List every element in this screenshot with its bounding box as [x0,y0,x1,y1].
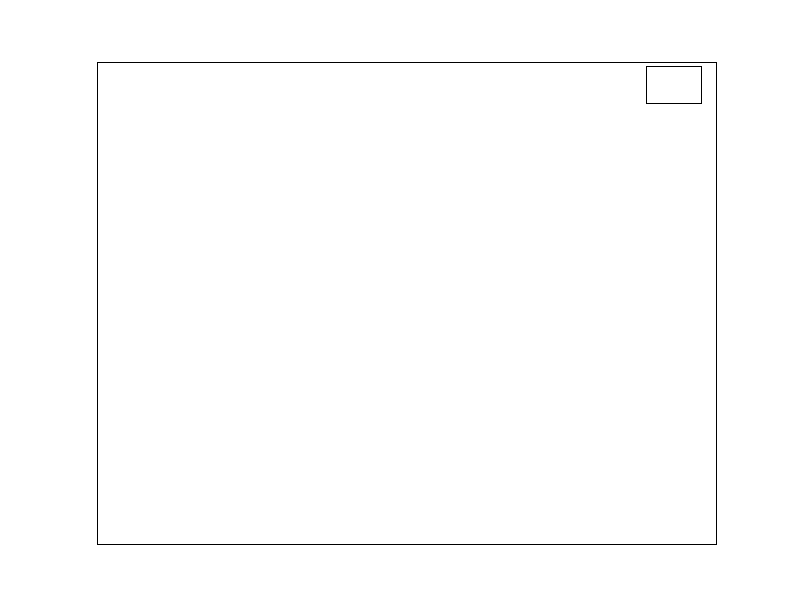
legend-item-fp [654,88,693,98]
legend-item-tp [654,72,693,82]
legend [646,66,702,104]
plot-area [97,62,717,545]
fp-legend-swatch [654,88,684,98]
tp-legend-swatch [654,72,684,82]
